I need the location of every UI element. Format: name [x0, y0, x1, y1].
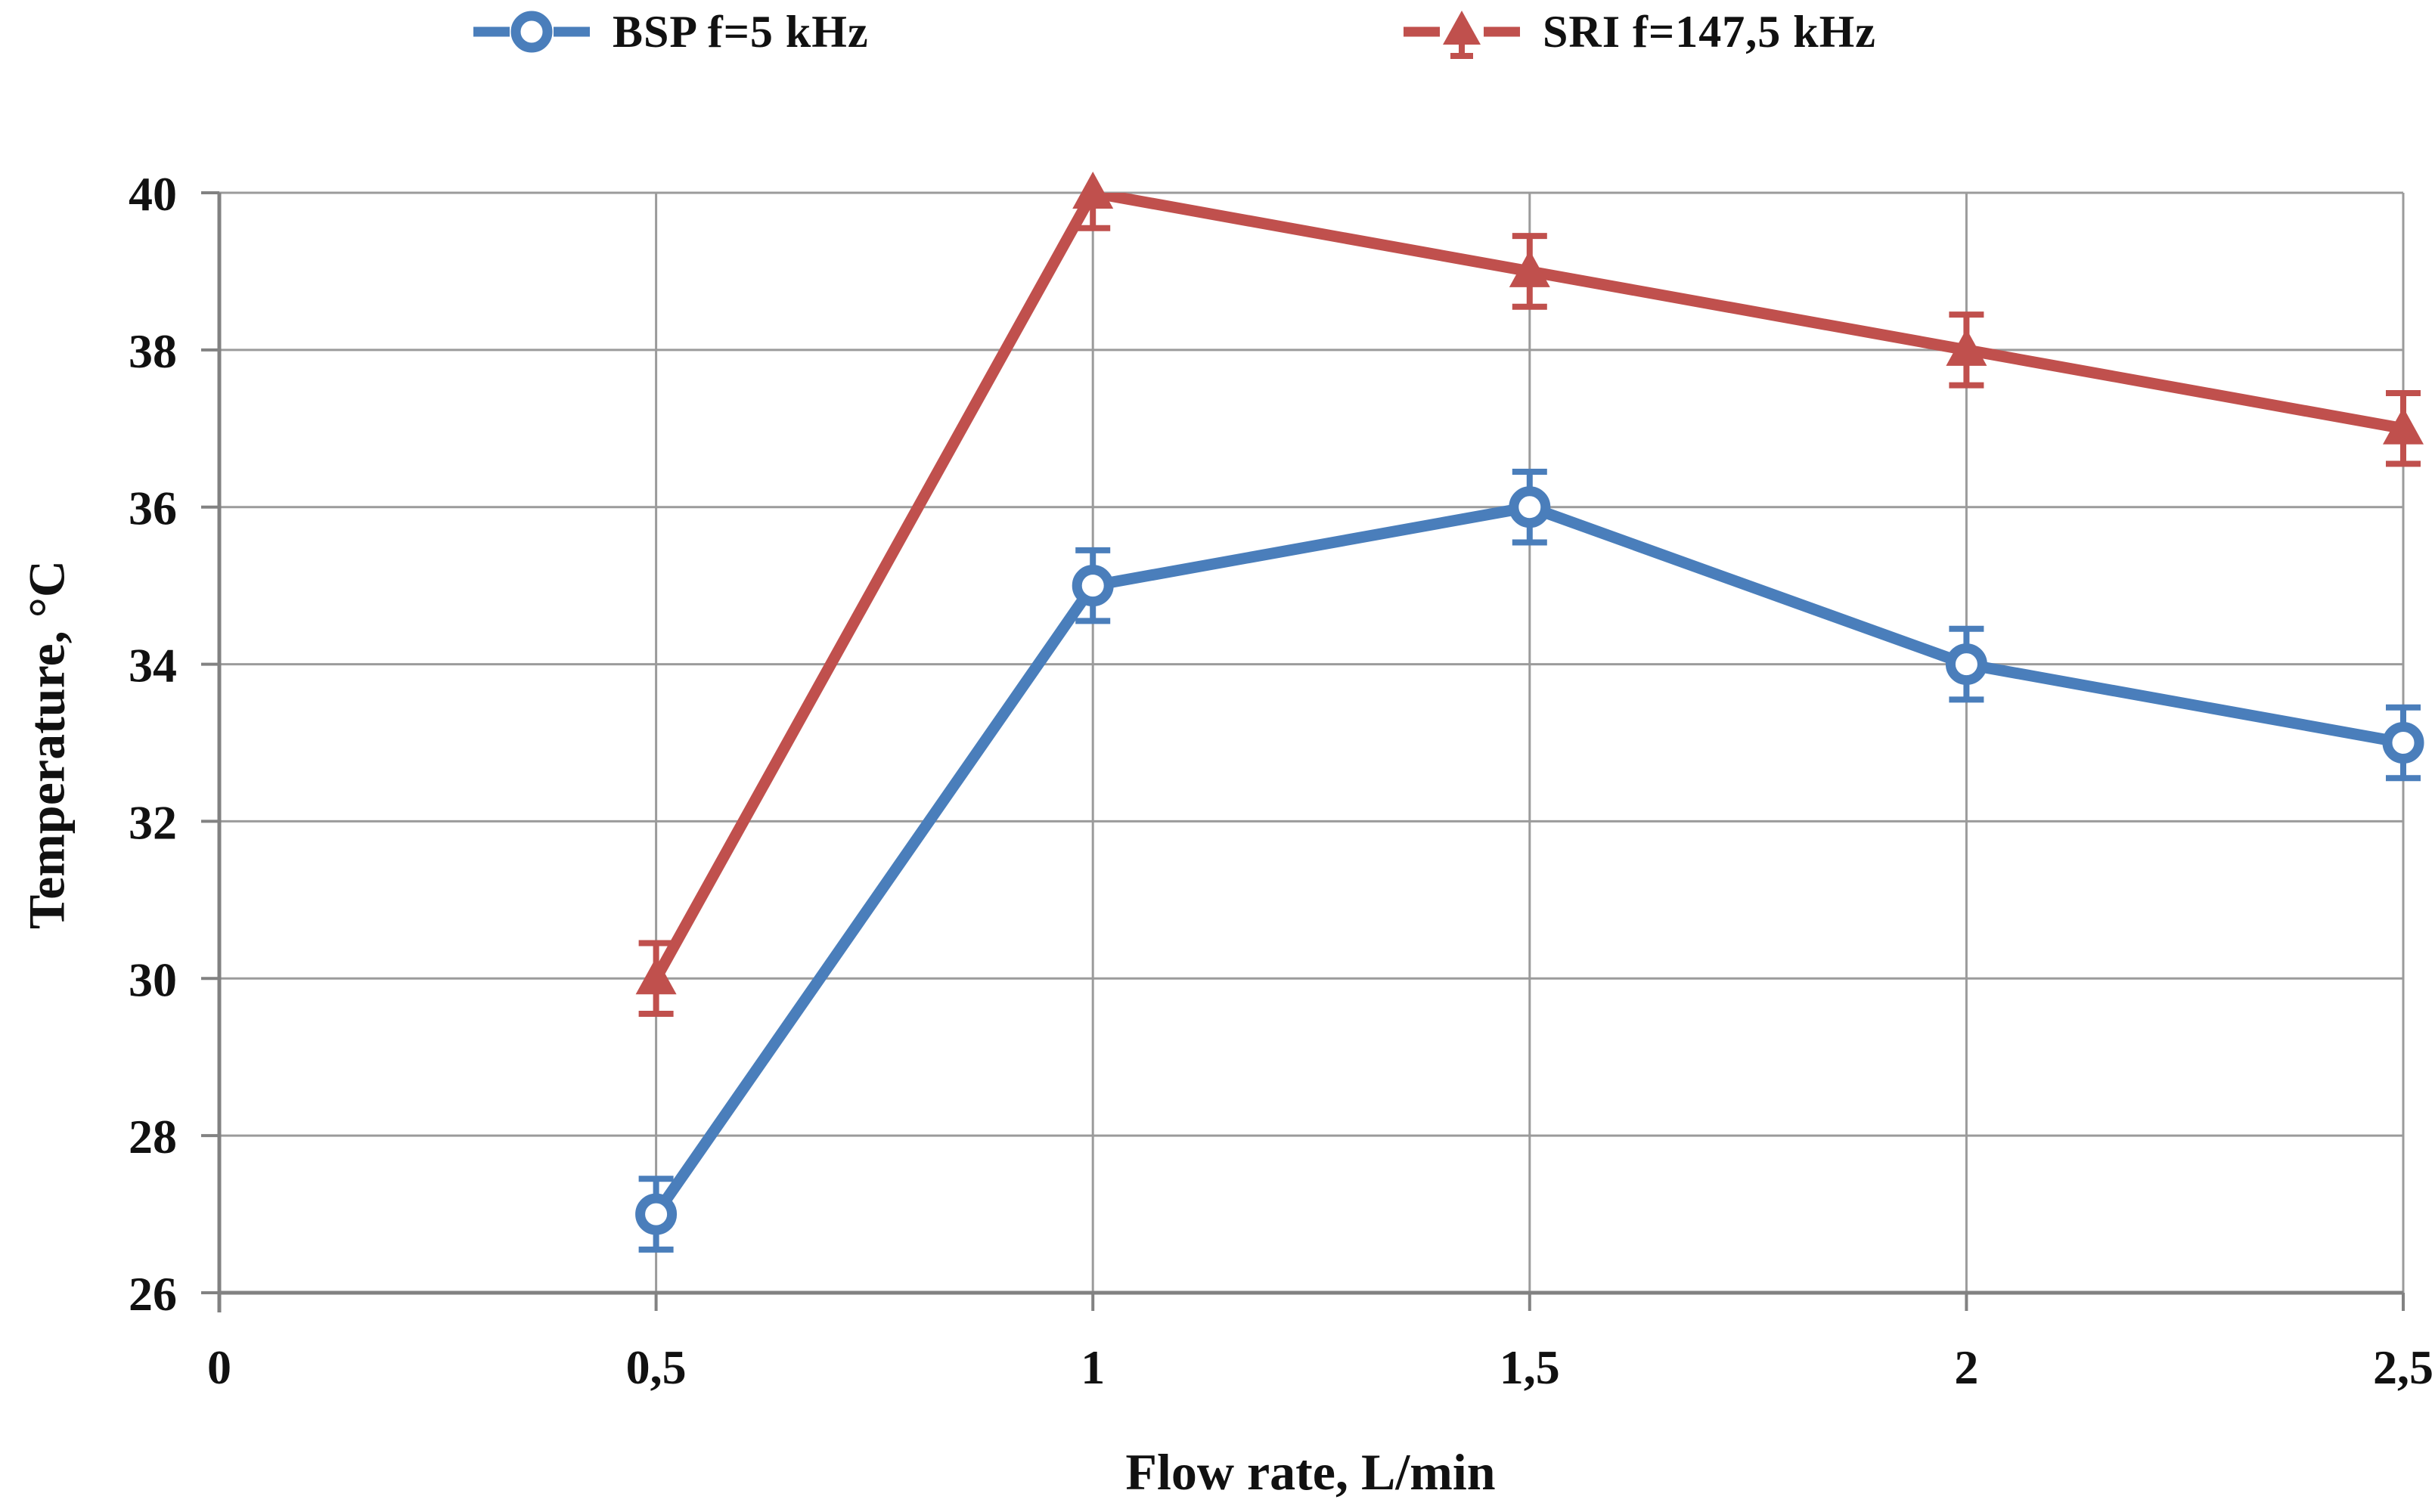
y-tick-label: 34: [129, 639, 177, 692]
legend-item-bsp-label: BSP f=5 kHz: [613, 6, 869, 57]
circle-marker-icon: [473, 11, 590, 53]
y-tick-label: 38: [129, 324, 177, 378]
legend-item-bsp: BSP f=5 kHz: [467, 0, 869, 64]
bsp-data-point-marker: [1945, 643, 1987, 686]
sri-error-bar: [1075, 193, 1111, 231]
legend-item-sri: SRI f=147,5 kHz: [1397, 0, 1876, 64]
x-tick-label: 1,5: [1500, 1340, 1560, 1394]
y-tick-label: 26: [129, 1267, 177, 1321]
bsp-data-point-marker: [2382, 722, 2424, 764]
triangle-marker-icon: [1404, 11, 1520, 59]
sri-data-point-marker: [1509, 249, 1550, 287]
sri-data-point-marker: [635, 957, 677, 995]
y-axis-title: Temperature, °C: [17, 559, 76, 930]
sri-data-point-marker: [1946, 328, 1987, 366]
x-tick-label: 0: [207, 1340, 231, 1394]
x-tick-label: 2: [1954, 1340, 1978, 1394]
y-tick-label: 36: [129, 482, 177, 535]
x-axis-title: Flow rate, L/min: [1125, 1443, 1496, 1501]
y-tick-label: 30: [129, 953, 177, 1006]
x-tick-label: 2,5: [2373, 1340, 2433, 1394]
x-tick-label: 0,5: [626, 1340, 687, 1394]
bsp-data-point-marker: [1072, 565, 1114, 607]
bsp-data-point-marker: [1509, 486, 1551, 528]
y-tick-label: 28: [129, 1110, 177, 1163]
x-tick-label: 1: [1081, 1340, 1105, 1394]
sri-data-point-marker: [2383, 407, 2424, 445]
legend-item-sri-label: SRI f=147,5 kHz: [1543, 6, 1876, 57]
bsp-data-point-marker: [635, 1193, 678, 1235]
y-tick-label: 32: [129, 795, 177, 849]
y-tick-label: 40: [129, 167, 177, 221]
sri-data-point-marker: [1072, 172, 1114, 209]
